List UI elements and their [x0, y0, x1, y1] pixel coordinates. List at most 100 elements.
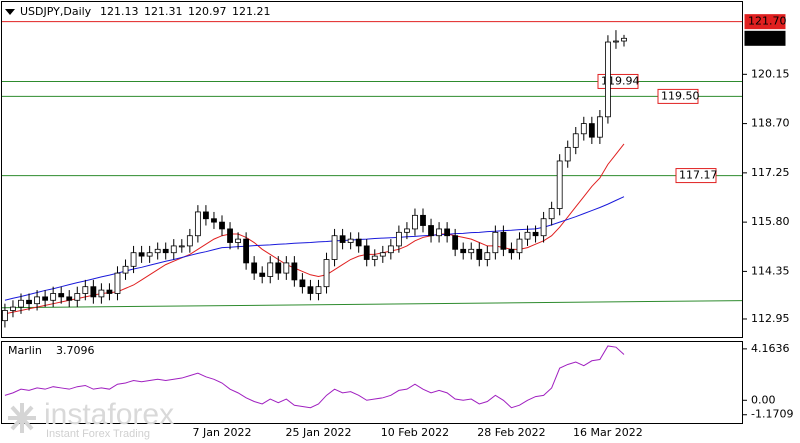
- candle-body: [34, 296, 40, 305]
- level-label-box: [657, 88, 699, 104]
- candle-body: [588, 123, 595, 138]
- candle-body: [613, 40, 619, 43]
- candle-body: [82, 286, 89, 294]
- candle-body: [211, 218, 217, 223]
- candle-body: [267, 262, 274, 277]
- candle-body: [186, 235, 193, 247]
- header-close: 121.21: [232, 5, 271, 18]
- candle-body: [605, 41, 611, 118]
- candle-body: [259, 272, 266, 277]
- candle-body: [98, 289, 105, 298]
- candle-body: [170, 245, 177, 254]
- oscillator-line: [4, 345, 625, 409]
- price-label: 121.70: [748, 15, 787, 28]
- candle-body: [18, 299, 24, 308]
- candle-body: [387, 245, 394, 254]
- candle-body: [404, 228, 410, 233]
- candle-body: [339, 235, 346, 243]
- candle-body: [476, 248, 483, 260]
- candle-body: [10, 306, 16, 311]
- watermark-brand: instaforex: [44, 398, 174, 431]
- candle-body: [130, 252, 137, 267]
- candle-body: [90, 286, 97, 298]
- level-label: 119.50: [661, 89, 700, 102]
- oscillator-name: Marlin: [8, 344, 42, 357]
- candle-body: [492, 231, 499, 254]
- candle-body: [42, 296, 49, 301]
- y-tick-label: -1.1709: [751, 408, 793, 421]
- candle-body: [524, 231, 531, 240]
- main-frame: [1, 1, 743, 338]
- candle-body: [556, 160, 563, 209]
- candle-body: [194, 211, 201, 237]
- candle-body: [428, 225, 434, 237]
- y-tick-label: 118.70: [751, 117, 790, 130]
- candle-body: [516, 238, 523, 254]
- watermark-logo: [8, 403, 36, 433]
- y-tick-label: 120.15: [751, 67, 790, 80]
- candle-body: [580, 123, 587, 135]
- candle-body: [347, 238, 354, 243]
- trendline: [1, 300, 743, 309]
- candle-body: [371, 255, 378, 260]
- level-label-box: [675, 168, 717, 184]
- candle-body: [58, 293, 65, 298]
- price-label: 121.21: [748, 31, 787, 44]
- y-tick-label: 117.25: [751, 166, 790, 179]
- candle-body: [500, 231, 507, 250]
- candle-body: [74, 293, 81, 301]
- candle-body: [540, 218, 547, 237]
- candle-body: [621, 37, 627, 42]
- candle-body: [508, 248, 515, 254]
- watermark: instaforex Instant Forex Trading: [8, 398, 174, 440]
- candle-body: [219, 221, 225, 230]
- price-label-box: [744, 14, 786, 30]
- candle-body: [460, 248, 467, 254]
- candle-body: [444, 228, 451, 237]
- candle-body: [452, 235, 459, 250]
- candle-body: [106, 289, 113, 294]
- candle-body: [26, 299, 32, 305]
- candle-body: [50, 293, 57, 301]
- candle-body: [154, 248, 161, 254]
- watermark-tagline: Instant Forex Trading: [46, 428, 150, 440]
- candle-body: [379, 252, 386, 257]
- candle-body: [532, 231, 539, 237]
- candle-body: [436, 228, 442, 237]
- header-open: 121.13: [100, 5, 139, 18]
- y-tick-label: 115.80: [751, 215, 790, 228]
- candle-body: [203, 211, 209, 220]
- moving-average: [4, 196, 625, 301]
- candle-body: [243, 238, 250, 264]
- header-low: 120.97: [188, 5, 227, 18]
- level-label: 117.17: [679, 169, 718, 182]
- y-tick-label: 114.35: [751, 264, 790, 277]
- candle-body: [323, 259, 330, 288]
- candle-body: [596, 116, 603, 138]
- y-tick-label: 0.00: [751, 393, 776, 406]
- price-label-box: [744, 30, 786, 46]
- candle-body: [227, 228, 233, 243]
- candle-body: [548, 208, 555, 220]
- candle-body: [162, 248, 169, 254]
- candle-body: [355, 238, 362, 247]
- candle-body: [395, 231, 402, 247]
- x-tick-label: 10 Feb 2022: [381, 426, 449, 439]
- candle-body: [420, 214, 426, 226]
- candle-body: [275, 262, 282, 274]
- y-tick-label: 112.95: [751, 312, 790, 325]
- candle-body: [564, 146, 571, 162]
- candle-body: [122, 265, 129, 274]
- x-tick-label: 16 Mar 2022: [573, 426, 643, 439]
- candle-body: [178, 245, 185, 248]
- oscillator-value: 3.7096: [56, 344, 95, 357]
- candle-body: [66, 296, 73, 301]
- x-tick-label: 7 Jan 2022: [193, 426, 252, 439]
- x-tick-label: 25 Jan 2022: [286, 426, 352, 439]
- candle-body: [251, 262, 258, 274]
- candle-body: [2, 310, 8, 322]
- x-tick-label: 28 Feb 2022: [477, 426, 545, 439]
- candle-body: [299, 279, 306, 288]
